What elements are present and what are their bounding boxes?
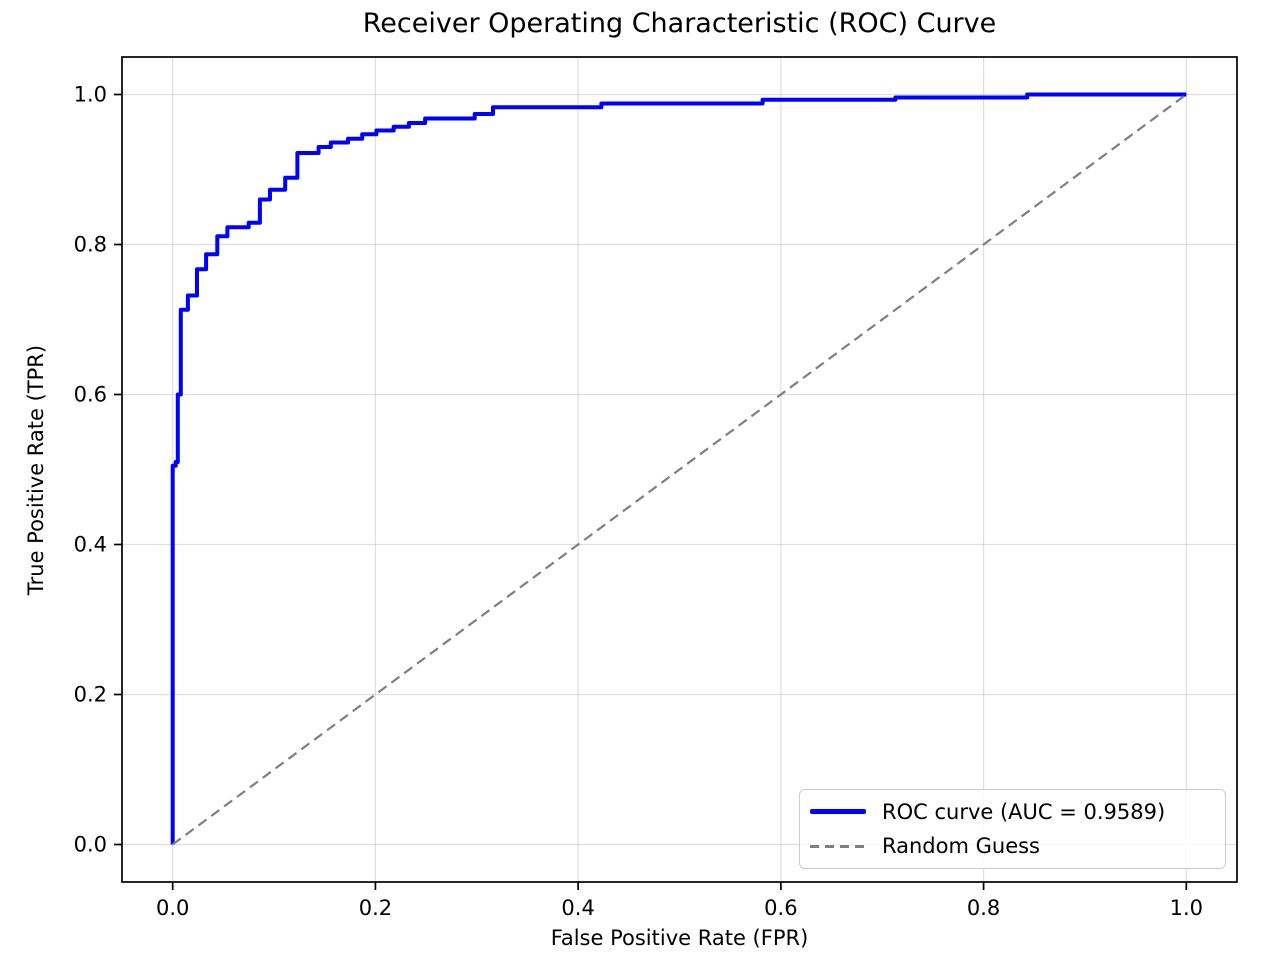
- y-tick-label: 0.8: [74, 233, 107, 257]
- x-tick-label: 1.0: [1170, 896, 1203, 920]
- y-tick-label: 1.0: [74, 83, 107, 107]
- legend-label-random-guess: Random Guess: [882, 834, 1041, 859]
- chart-title: Receiver Operating Characteristic (ROC) …: [362, 8, 997, 39]
- x-tick-label: 0.6: [764, 896, 797, 920]
- legend: ROC curve (AUC = 0.9589) Random Guess: [799, 789, 1226, 869]
- legend-item-random-guess: Random Guess: [810, 829, 1215, 863]
- x-tick-label: 0.8: [967, 896, 1000, 920]
- roc-curve-swatch: [810, 809, 866, 815]
- random-guess-line: [172, 93, 1187, 846]
- axes-frame: [121, 56, 1238, 883]
- legend-item-roc-curve: ROC curve (AUC = 0.9589): [810, 795, 1215, 829]
- roc-curve-line: [170, 92, 1187, 845]
- y-tick-label: 0.0: [74, 833, 107, 857]
- y-tick-label: 0.6: [74, 383, 107, 407]
- x-tick-label: 0.2: [359, 896, 392, 920]
- x-tick-label: 0.4: [561, 896, 594, 920]
- x-axis-label: False Positive Rate (FPR): [550, 926, 809, 950]
- y-tick-label: 0.2: [74, 683, 107, 707]
- x-tick-label: 0.0: [156, 896, 189, 920]
- legend-label-roc-curve: ROC curve (AUC = 0.9589): [882, 799, 1166, 824]
- y-tick-label: 0.4: [74, 533, 107, 557]
- y-axis-label: True Positive Rate (TPR): [24, 344, 48, 596]
- random-guess-swatch: [810, 845, 866, 848]
